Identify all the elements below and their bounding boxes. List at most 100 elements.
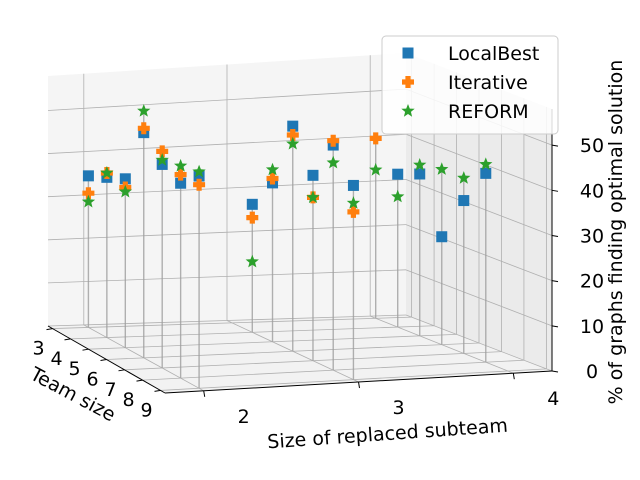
marker-reform [118, 184, 132, 198]
z-tick-label: 50 [580, 135, 604, 157]
back-grid-z [47, 314, 407, 327]
back-grid-z [47, 88, 407, 111]
marker-localbest [175, 177, 187, 189]
marker-iterative [156, 145, 169, 158]
y-tick-label: 9 [140, 399, 152, 421]
x-axis-label: Size of replaced subteam [267, 415, 509, 454]
y-tick-label: 6 [86, 369, 98, 391]
floor-grid-y [142, 359, 524, 381]
y-tick-label: 8 [122, 389, 134, 411]
marker-iterative [327, 134, 340, 147]
marker-reform [286, 136, 300, 150]
marker-reform [174, 158, 188, 172]
marker-localbest [119, 173, 131, 185]
marker-reform [265, 162, 280, 176]
legend-label-reform: REFORM [448, 101, 529, 123]
marker-reform [435, 162, 449, 175]
z-tick-label: 20 [580, 271, 604, 293]
marker-localbest [458, 195, 470, 207]
marker-iterative [369, 132, 382, 145]
legend-marker-reform [401, 104, 415, 117]
marker-iterative [174, 168, 187, 181]
z-tick-mark [551, 189, 559, 192]
y-tick-mark [46, 328, 53, 331]
legend-frame [381, 35, 559, 135]
legend-marker-localbest [402, 47, 414, 59]
side-grid-z [405, 269, 553, 327]
marker-localbest [246, 198, 258, 210]
marker-reform [479, 157, 493, 170]
marker-iterative [193, 178, 206, 191]
marker-localbest [392, 168, 404, 180]
legend: LocalBest Iterative REFORM [381, 35, 559, 135]
z-tick-label: 30 [580, 225, 604, 247]
marker-iterative [347, 205, 360, 218]
marker-iterative [286, 129, 299, 141]
marker-reform [137, 104, 151, 117]
y-tick-mark [136, 379, 143, 382]
marker-reform [245, 254, 259, 268]
z-tick-mark [551, 325, 559, 328]
marker-reform [326, 155, 340, 169]
back-grid-z [47, 133, 407, 154]
marker-reform [391, 189, 405, 203]
y-tick-mark [64, 338, 71, 341]
markers [81, 104, 493, 268]
x-tick-mark [512, 373, 515, 380]
marker-reform [369, 162, 383, 176]
z-tick-label: 40 [580, 180, 604, 202]
z-tick-label: 10 [580, 316, 604, 338]
y-tick-mark [118, 369, 125, 372]
x-tick-label: 2 [238, 406, 250, 428]
y-tick-label: 3 [32, 338, 44, 360]
z-tick-mark [551, 234, 559, 237]
marker-localbest [156, 158, 168, 170]
y-tick-mark [82, 348, 89, 351]
marker-reform [457, 171, 471, 184]
marker-reform [192, 164, 206, 178]
marker-reform [306, 190, 320, 204]
marker-reform [413, 158, 427, 171]
z-tick-mark [551, 144, 559, 147]
floor-pane [48, 315, 552, 393]
y-tick-label: 4 [50, 348, 62, 370]
side-grid-z [405, 179, 553, 236]
legend-label-iterative: Iterative [448, 72, 528, 94]
z-tick-mark [551, 370, 559, 373]
y-tick-mark [100, 359, 107, 361]
legend-marker-iterative [402, 76, 414, 88]
marker-localbest [287, 120, 299, 132]
marker-reform [100, 166, 114, 179]
marker-localbest [414, 168, 426, 180]
marker-localbest [347, 179, 359, 191]
y-tick-label: 5 [68, 358, 80, 380]
x-tick-label: 4 [547, 388, 559, 410]
legend-label-localbest: LocalBest [448, 43, 539, 65]
back-grid-z [47, 224, 407, 241]
marker-localbest [436, 231, 448, 243]
back-grid-z [47, 179, 407, 198]
side-grid-z [405, 314, 553, 372]
back-grid-z [47, 269, 407, 284]
marker-localbest [480, 167, 492, 179]
y-tick-mark [154, 389, 161, 392]
x-tick-mark [358, 381, 360, 389]
marker-iterative [137, 122, 150, 135]
marker-reform [155, 153, 169, 166]
x-tick-mark [203, 390, 206, 397]
marker-reform [346, 196, 361, 209]
marker-reform [81, 194, 96, 208]
marker-iterative [82, 187, 95, 200]
side-grid-z [405, 224, 553, 282]
z-tick-mark [551, 280, 559, 283]
marker-iterative [246, 211, 259, 224]
marker-iterative [266, 172, 279, 185]
y-tick-label: 7 [104, 379, 116, 401]
marker-localbest [307, 169, 319, 181]
x-tick-label: 3 [392, 397, 404, 419]
z-axis-label: % of graphs finding optimal solution [605, 60, 627, 405]
marker-localbest [193, 170, 205, 182]
z-tick-label: 0 [586, 361, 598, 383]
